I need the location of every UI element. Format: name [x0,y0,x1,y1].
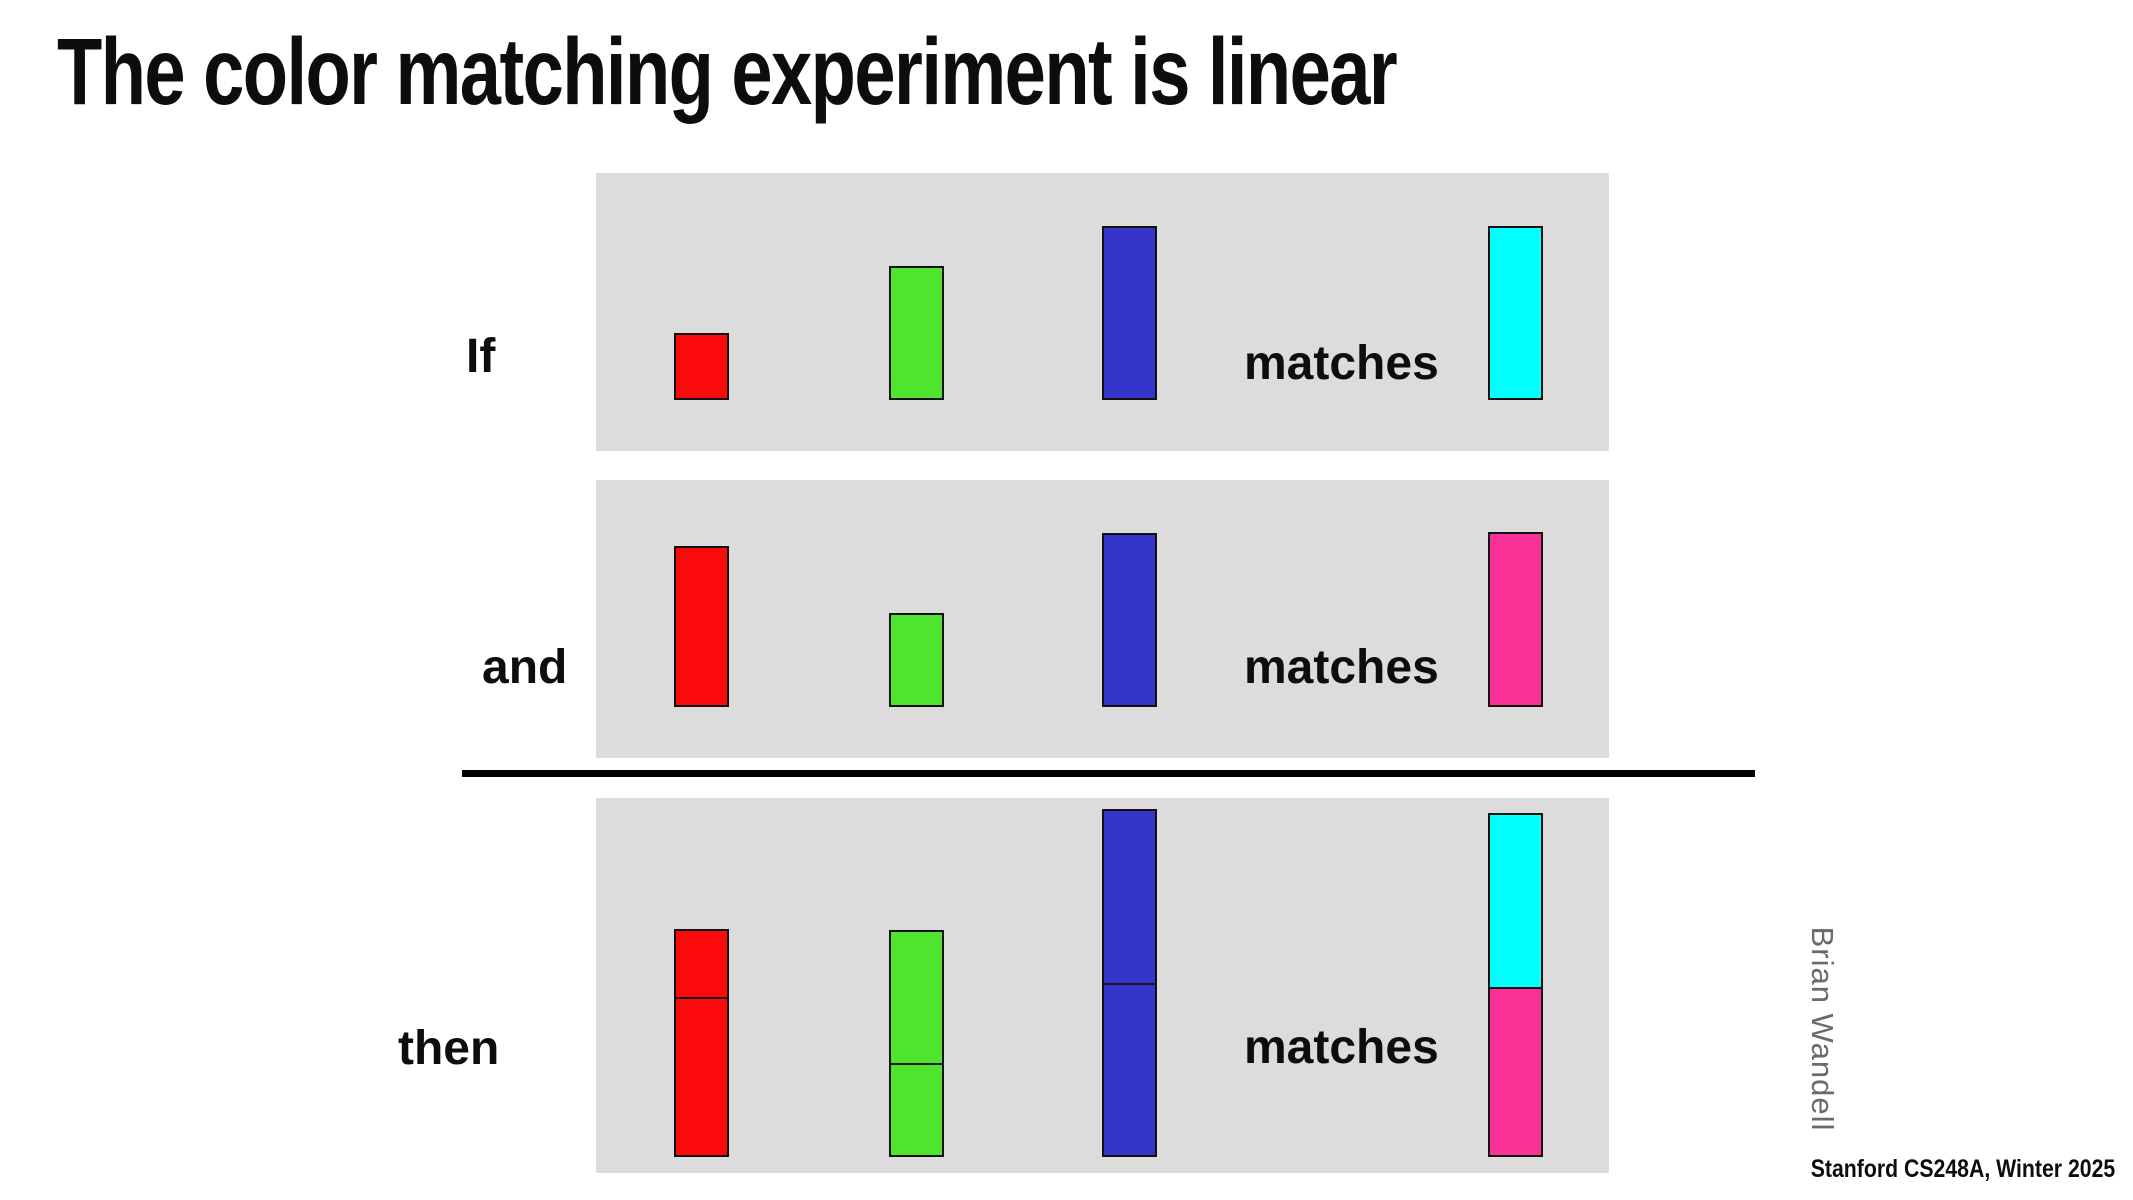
bar-segment-green [891,615,942,705]
bar-then-red-red [674,929,729,1157]
bar-and-green [889,613,944,707]
row-label-and: and [482,641,568,694]
bar-segment-cyan [1490,815,1541,987]
bar-segment-green [891,1062,942,1155]
bar-if-blue [1102,226,1157,400]
bar-segment-red [676,335,727,398]
bar-and-blue [1102,533,1157,707]
horizontal-rule [462,770,1755,777]
bar-then-green-green [889,930,944,1157]
bar-segment-blue [1104,228,1155,398]
bar-segment-magenta [1490,534,1541,705]
slide-title: The color matching experiment is linear [57,19,1398,125]
bar-segment-magenta [1490,986,1541,1155]
panel-then: matches [596,798,1609,1173]
row-label-if: If [466,330,496,383]
bar-segment-red [676,996,727,1155]
bar-then-blue-blue [1102,809,1157,1157]
bar-and-magenta [1488,532,1543,707]
bar-segment-red [676,548,727,705]
bar-segment-red [676,931,727,997]
bar-segment-cyan [1490,228,1541,398]
bar-segment-blue [1104,811,1155,983]
bar-segment-blue [1104,535,1155,705]
bar-then-cyan-magenta [1488,813,1543,1157]
matches-label-and: matches [1244,641,1439,694]
bar-if-cyan [1488,226,1543,400]
panel-if: matches [596,173,1609,451]
matches-label-then: matches [1244,1021,1439,1074]
row-label-then: then [398,1022,500,1075]
bar-segment-blue [1104,982,1155,1155]
bar-if-green [889,266,944,400]
bar-segment-green [891,268,942,398]
bar-segment-green [891,932,942,1063]
bar-if-red [674,333,729,400]
bar-and-red [674,546,729,707]
course-footer: Stanford CS248A, Winter 2025 [1810,1155,2115,1183]
panel-and: matches [596,480,1609,758]
matches-label-if: matches [1244,337,1439,390]
author-credit: Brian Wandell [1805,926,1840,1132]
